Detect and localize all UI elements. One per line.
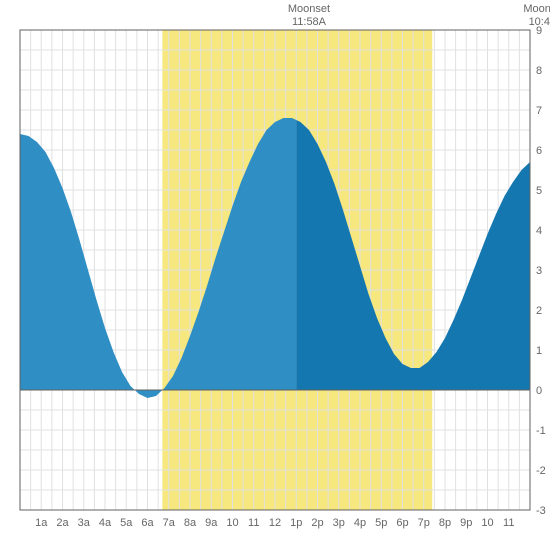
- moonset-time: 11:58A: [292, 16, 327, 28]
- x-tick-label: 4p: [354, 517, 366, 529]
- y-tick-label: 3: [536, 265, 542, 277]
- x-tick-label: 6p: [396, 517, 408, 529]
- x-tick-label: 11: [503, 517, 514, 529]
- x-tick-label: 11: [248, 517, 259, 529]
- moonrise-time: 10:41P: [529, 16, 550, 28]
- x-tick-label: 1a: [35, 517, 48, 529]
- y-tick-label: -1: [536, 425, 546, 437]
- x-tick-label: 8a: [184, 517, 197, 529]
- y-tick-label: -2: [536, 465, 546, 477]
- y-tick-label: 1: [536, 345, 542, 357]
- y-tick-label: 2: [536, 305, 542, 317]
- x-tick-label: 2p: [311, 517, 323, 529]
- tide-chart-svg: -3-2-101234567891a2a3a4a5a6a7a8a9a101112…: [0, 0, 550, 550]
- y-tick-label: 4: [536, 225, 542, 237]
- y-tick-label: 6: [536, 145, 542, 157]
- x-tick-label: 9a: [205, 517, 218, 529]
- x-tick-label: 5p: [375, 517, 387, 529]
- x-tick-label: 10: [226, 517, 238, 529]
- x-tick-label: 4a: [99, 517, 112, 529]
- y-tick-label: -3: [536, 505, 546, 517]
- x-tick-label: 9p: [460, 517, 472, 529]
- x-tick-label: 8p: [439, 517, 451, 529]
- moonrise-label: Moonrise: [523, 3, 550, 15]
- x-tick-label: 7p: [418, 517, 430, 529]
- tide-chart: -3-2-101234567891a2a3a4a5a6a7a8a9a101112…: [0, 0, 550, 550]
- x-tick-label: 3a: [78, 517, 91, 529]
- y-tick-label: 5: [536, 185, 542, 197]
- x-tick-label: 3p: [333, 517, 345, 529]
- x-tick-label: 5a: [120, 517, 133, 529]
- x-tick-label: 1p: [290, 517, 302, 529]
- x-tick-label: 2a: [56, 517, 69, 529]
- x-tick-label: 7a: [163, 517, 176, 529]
- y-tick-label: 8: [536, 65, 542, 77]
- x-tick-label: 10: [481, 517, 493, 529]
- x-tick-label: 12: [269, 517, 281, 529]
- y-tick-label: 0: [536, 385, 542, 397]
- moonset-label: Moonset: [288, 3, 330, 15]
- x-tick-label: 6a: [141, 517, 154, 529]
- y-tick-label: 7: [536, 105, 542, 117]
